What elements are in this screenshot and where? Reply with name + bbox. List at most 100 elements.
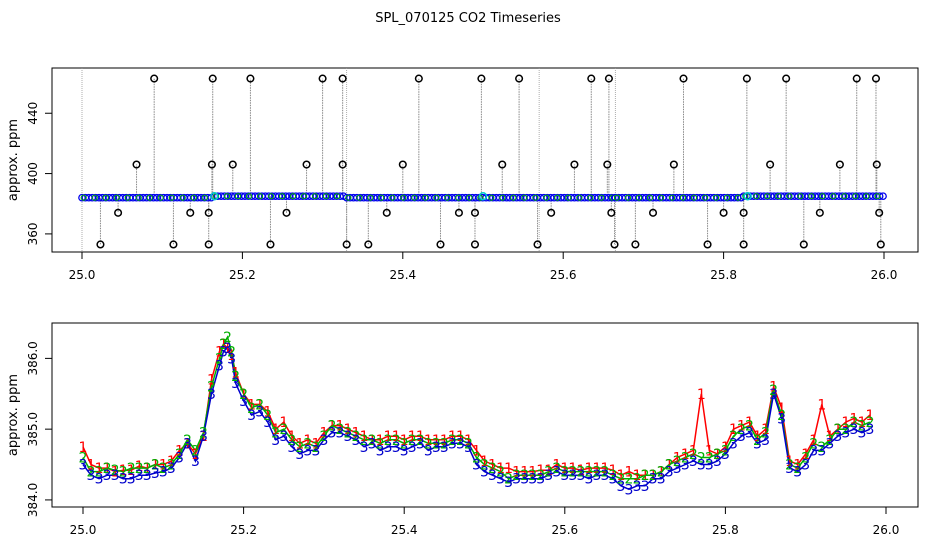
top-baseline-point-green (157, 194, 164, 201)
bottom-series-marker-2: 2 (592, 465, 601, 481)
bottom-series-marker-3: 3 (360, 440, 369, 456)
top-outlier-point (266, 240, 275, 249)
bottom-series-marker-3: 3 (400, 443, 409, 459)
bottom-series-marker-2: 2 (219, 337, 228, 353)
bottom-series-marker-3: 3 (753, 436, 762, 452)
bottom-x-axis: 25.0 25.2 25.4 25.6 25.8 26.0 (70, 507, 899, 537)
bottom-series-marker-3: 3 (745, 426, 754, 442)
bottom-series-marker-2: 2 (175, 447, 184, 463)
bottom-series-marker-1: 1 (159, 458, 168, 474)
bottom-series-marker-2: 2 (384, 433, 393, 449)
bottom-series-marker-3: 3 (625, 482, 634, 498)
bottom-series-marker-1: 1 (151, 458, 160, 474)
bottom-series-marker-2: 2 (95, 465, 104, 481)
top-baseline-point-green (797, 193, 804, 200)
bottom-series-marker-2: 2 (448, 433, 457, 449)
bottom-series-marker-3: 3 (207, 387, 216, 403)
bottom-series-marker-3: 3 (793, 465, 802, 481)
bottom-series-marker-1: 1 (817, 397, 826, 413)
top-baseline-point-green (433, 194, 440, 201)
top-outlier-point (719, 208, 728, 217)
top-outlier-point (477, 74, 486, 83)
top-baseline-point-green (701, 194, 709, 201)
bottom-series-marker-1: 1 (609, 463, 618, 479)
bottom-y-tick-label: 385.0 (26, 412, 40, 446)
top-y-axis: 360 400 440 (26, 102, 52, 245)
top-reference-lines (81, 68, 616, 252)
bottom-series-marker-1: 1 (376, 433, 385, 449)
bottom-series-marker-2: 2 (857, 419, 866, 435)
top-outlier-point (208, 74, 217, 83)
bottom-series-marker-3: 3 (319, 433, 328, 449)
bottom-series-marker-2: 2 (665, 458, 674, 474)
bottom-series-marker-1: 1 (239, 387, 248, 403)
bottom-series-marker-3: 3 (737, 429, 746, 445)
bottom-series-marker-1: 1 (295, 436, 304, 452)
bottom-series-marker-3: 3 (271, 433, 280, 449)
bottom-series-marker-2: 2 (432, 436, 441, 452)
bottom-series-marker-1: 1 (103, 461, 112, 477)
bottom-series-marker-2: 2 (729, 429, 738, 445)
bottom-series-marker-3: 3 (103, 468, 112, 484)
bottom-series-lines (82, 335, 871, 491)
top-outlier-point (150, 74, 159, 83)
bottom-series-marker-3: 3 (151, 466, 160, 482)
top-outlier-point (669, 160, 678, 169)
bottom-series-marker-1: 1 (793, 458, 802, 474)
bottom-series-marker-3: 3 (127, 472, 136, 488)
bottom-series-marker-3: 3 (464, 440, 473, 456)
bottom-series-marker-2: 2 (761, 426, 770, 442)
bottom-series-marker-2: 2 (400, 436, 409, 452)
bottom-series-marker-3: 3 (227, 351, 236, 367)
top-baseline-point-green (668, 194, 676, 201)
bottom-series-marker-1: 1 (416, 429, 425, 445)
bottom-series-marker-1: 1 (247, 397, 256, 413)
bottom-series-marker-1: 1 (472, 443, 481, 459)
bottom-series-marker-2: 2 (87, 465, 96, 481)
top-outlier-point (302, 160, 311, 169)
bottom-series-marker-1: 1 (79, 440, 88, 456)
bottom-series-marker-2: 2 (151, 458, 160, 474)
bottom-series-marker-1: 1 (119, 463, 128, 479)
bottom-series-line-2 (82, 335, 871, 480)
bottom-series-marker-2: 2 (568, 465, 577, 481)
top-baseline-point-green (80, 194, 87, 201)
top-baseline-point-green (543, 194, 550, 201)
top-outlier-point (338, 160, 347, 169)
top-outlier-point (515, 74, 524, 83)
bottom-series-marker-2: 2 (600, 465, 609, 481)
bottom-series-marker-3: 3 (496, 472, 505, 488)
bottom-series-marker-1: 1 (327, 419, 336, 435)
top-baseline-point-green (322, 193, 330, 200)
bottom-series-marker-2: 2 (633, 472, 642, 488)
top-y-tick-label: 400 (26, 162, 40, 185)
top-baseline-point-green (679, 194, 687, 201)
bottom-series-marker-2: 2 (239, 387, 248, 403)
bottom-series-marker-1: 1 (544, 463, 553, 479)
top-baseline-point-green (278, 193, 286, 200)
bottom-series-marker-1: 1 (617, 468, 626, 484)
top-outlier-point (587, 74, 596, 83)
top-outlier-point (603, 160, 612, 169)
top-baseline-point-green (422, 194, 429, 201)
top-baseline-point-green (378, 194, 385, 201)
bottom-series-marker-3: 3 (504, 475, 513, 491)
bottom-series-marker-2: 2 (352, 429, 361, 445)
bottom-series-marker-2: 2 (127, 461, 136, 477)
bottom-series-marker-3: 3 (769, 387, 778, 403)
bottom-series-marker-2: 2 (617, 472, 626, 488)
top-baseline-point-green (367, 194, 374, 201)
bottom-series-marker-3: 3 (809, 443, 818, 459)
bottom-series-marker-3: 3 (705, 458, 714, 474)
top-outlier-point (318, 74, 327, 83)
top-outlier-point (875, 208, 884, 217)
top-outlier-point (799, 240, 808, 249)
bottom-series-marker-1: 1 (271, 422, 280, 438)
top-outlier-point (398, 160, 407, 169)
bottom-series-marker-2: 2 (135, 461, 144, 477)
bottom-series-marker-1: 1 (319, 426, 328, 442)
top-baseline-point-green (466, 194, 473, 201)
bottom-series-marker-3: 3 (641, 479, 650, 495)
